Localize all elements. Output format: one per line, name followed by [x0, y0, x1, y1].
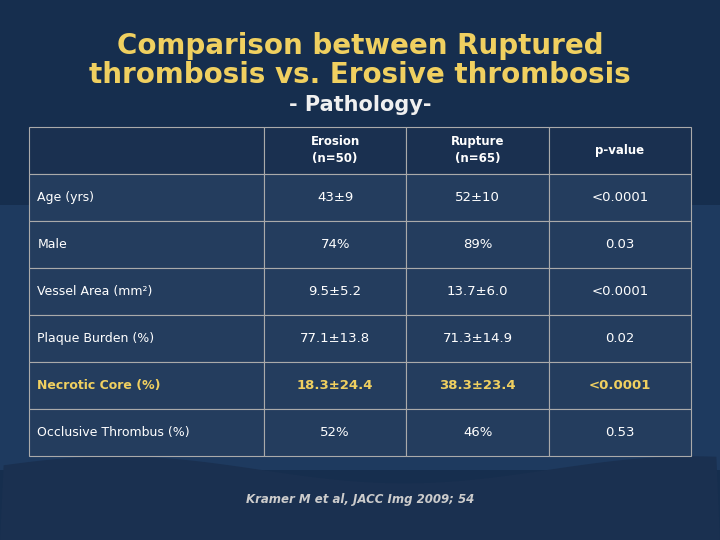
- Text: <0.0001: <0.0001: [591, 191, 649, 204]
- Polygon shape: [0, 456, 720, 540]
- Text: Age (yrs): Age (yrs): [37, 191, 94, 204]
- Bar: [29, 221, 264, 268]
- Text: thrombosis vs. Erosive thrombosis: thrombosis vs. Erosive thrombosis: [89, 60, 631, 89]
- Text: Necrotic Core (%): Necrotic Core (%): [37, 379, 161, 392]
- Text: Occlusive Thrombus (%): Occlusive Thrombus (%): [37, 426, 190, 439]
- Text: 74%: 74%: [320, 238, 350, 251]
- Text: Erosion
(n=50): Erosion (n=50): [310, 136, 360, 165]
- Bar: [264, 174, 406, 221]
- Bar: [264, 409, 406, 456]
- Bar: [264, 315, 406, 362]
- Text: - Pathology-: - Pathology-: [289, 95, 431, 116]
- Bar: [29, 409, 264, 456]
- Bar: [264, 362, 406, 409]
- Bar: [29, 268, 264, 315]
- Bar: [549, 409, 691, 456]
- Bar: [406, 268, 549, 315]
- Text: Kramer M et al, JACC Img 2009; 54: Kramer M et al, JACC Img 2009; 54: [246, 493, 474, 506]
- Bar: [406, 409, 549, 456]
- Text: Male: Male: [37, 238, 67, 251]
- Text: 46%: 46%: [463, 426, 492, 439]
- Text: 71.3±14.9: 71.3±14.9: [443, 332, 513, 345]
- Text: Rupture
(n=65): Rupture (n=65): [451, 136, 504, 165]
- Text: 0.53: 0.53: [606, 426, 635, 439]
- Text: 0.02: 0.02: [606, 332, 634, 345]
- Text: 18.3±24.4: 18.3±24.4: [297, 379, 374, 392]
- Bar: [0, 470, 720, 540]
- Text: 0.03: 0.03: [606, 238, 634, 251]
- Bar: [264, 221, 406, 268]
- Bar: [549, 362, 691, 409]
- Bar: [29, 362, 264, 409]
- Bar: [406, 127, 549, 174]
- Bar: [406, 174, 549, 221]
- Text: 43±9: 43±9: [317, 191, 354, 204]
- Bar: [549, 268, 691, 315]
- Text: 77.1±13.8: 77.1±13.8: [300, 332, 370, 345]
- Text: Comparison between Ruptured: Comparison between Ruptured: [117, 32, 603, 60]
- Bar: [549, 127, 691, 174]
- Text: Vessel Area (mm²): Vessel Area (mm²): [37, 285, 153, 298]
- Bar: [264, 127, 406, 174]
- Bar: [29, 315, 264, 362]
- Bar: [406, 362, 549, 409]
- Bar: [264, 268, 406, 315]
- Bar: [406, 221, 549, 268]
- Text: 52±10: 52±10: [455, 191, 500, 204]
- Text: 13.7±6.0: 13.7±6.0: [447, 285, 508, 298]
- Text: Plaque Burden (%): Plaque Burden (%): [37, 332, 155, 345]
- Text: 38.3±23.4: 38.3±23.4: [439, 379, 516, 392]
- Text: 89%: 89%: [463, 238, 492, 251]
- Text: <0.0001: <0.0001: [589, 379, 651, 392]
- Bar: [406, 315, 549, 362]
- Text: 52%: 52%: [320, 426, 350, 439]
- Text: <0.0001: <0.0001: [591, 285, 649, 298]
- Bar: [29, 127, 264, 174]
- Bar: [0, 205, 720, 540]
- Bar: [549, 315, 691, 362]
- Text: 9.5±5.2: 9.5±5.2: [309, 285, 361, 298]
- Text: p-value: p-value: [595, 144, 644, 157]
- Bar: [29, 174, 264, 221]
- Bar: [549, 221, 691, 268]
- Bar: [549, 174, 691, 221]
- Bar: [0, 0, 720, 205]
